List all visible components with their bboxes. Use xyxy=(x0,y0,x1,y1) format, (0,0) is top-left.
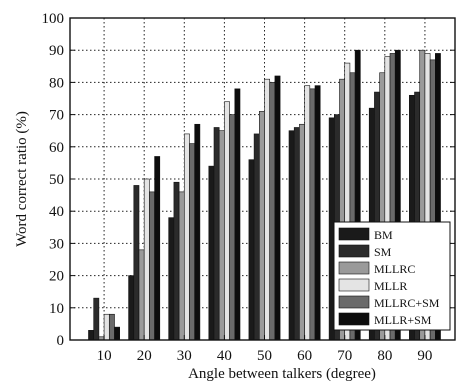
y-axis-label: Word correct ratio (%) xyxy=(14,111,30,247)
bar-mllrc-sm-30 xyxy=(189,143,195,341)
legend-swatch xyxy=(338,261,370,275)
legend-label: MLLR+SM xyxy=(374,313,432,327)
x-tick-label: 80 xyxy=(377,348,392,364)
bar-sm-40 xyxy=(213,127,220,341)
bar-mllrc-30 xyxy=(178,191,185,341)
bar-mllrc-sm-20 xyxy=(149,191,155,341)
bar-mllr-sm-30 xyxy=(194,123,201,341)
legend-label: BM xyxy=(374,228,393,242)
y-tick-label: 70 xyxy=(49,108,64,124)
y-tick-label: 40 xyxy=(49,204,64,220)
x-tick-label: 40 xyxy=(217,348,232,364)
bar-mllr-10 xyxy=(103,313,110,341)
bar-sm-20 xyxy=(133,185,140,341)
legend-label: MLLR xyxy=(374,279,407,293)
y-tick-label: 90 xyxy=(49,43,64,59)
bar-mllrc-sm-10 xyxy=(108,313,115,341)
legend-label: MLLRC xyxy=(374,262,415,276)
x-tick-label: 10 xyxy=(97,348,112,364)
bar-mllr-50 xyxy=(264,78,271,341)
bar-sm-60 xyxy=(293,127,300,341)
bar-bm-50 xyxy=(248,159,255,341)
bar-bm-60 xyxy=(288,130,295,341)
legend-swatch xyxy=(338,244,370,258)
bar-mllrc-sm-40 xyxy=(229,114,236,341)
y-tick-label: 20 xyxy=(49,269,64,285)
bar-mllrc-60 xyxy=(299,123,305,341)
bar-mllr-60 xyxy=(304,85,311,341)
y-tick-label: 60 xyxy=(49,140,64,156)
bar-mllr-20 xyxy=(143,178,150,341)
x-tick-label: 50 xyxy=(257,348,272,364)
y-tick-label: 100 xyxy=(42,11,65,27)
bar-mllrc-sm-50 xyxy=(269,82,276,341)
legend-swatch xyxy=(338,312,370,326)
bar-mllr-sm-60 xyxy=(314,85,321,341)
y-tick-label: 10 xyxy=(49,301,64,317)
legend-label: SM xyxy=(374,245,392,259)
bar-mllr-sm-50 xyxy=(274,75,281,341)
x-tick-label: 30 xyxy=(177,348,192,364)
bar-bm-20 xyxy=(128,275,135,341)
y-tick-label: 80 xyxy=(49,75,64,91)
legend-swatch xyxy=(338,295,370,309)
bar-mllr-sm-40 xyxy=(234,88,241,341)
bar-mllr-30 xyxy=(183,133,190,341)
x-tick-label: 20 xyxy=(137,348,152,364)
bar-bm-30 xyxy=(168,217,175,341)
x-tick-label: 90 xyxy=(417,348,432,364)
bar-mllr-40 xyxy=(224,101,230,341)
legend-swatch xyxy=(338,278,370,292)
bar-mllrc-50 xyxy=(259,111,265,341)
y-tick-label: 0 xyxy=(57,333,65,349)
bar-sm-50 xyxy=(253,133,260,341)
x-axis-ticks: 10 20 30 40 50 60 70 80 90 xyxy=(97,335,432,364)
legend: BM SM MLLRC MLLR MLLRC+SM MLLR+SM xyxy=(333,221,451,331)
legend-label: MLLRC+SM xyxy=(374,296,440,310)
legend-swatch xyxy=(338,227,370,241)
x-axis-label: Angle between talkers (degree) xyxy=(188,366,376,382)
bar-sm-10 xyxy=(93,297,100,341)
bar-bm-10 xyxy=(88,330,94,341)
bar-mllrc-40 xyxy=(218,130,225,341)
y-tick-label: 50 xyxy=(49,172,64,188)
x-tick-label: 60 xyxy=(297,348,312,364)
bar-mllr-sm-20 xyxy=(154,156,161,341)
bar-mllrc-sm-60 xyxy=(309,88,316,341)
bar-mllrc-20 xyxy=(138,249,145,341)
x-tick-label: 70 xyxy=(337,348,352,364)
bar-bm-40 xyxy=(208,165,215,341)
y-axis-ticks: 0 10 20 30 40 50 60 70 80 90 100 xyxy=(42,11,455,349)
y-tick-label: 30 xyxy=(49,236,64,252)
bar-sm-30 xyxy=(173,181,180,341)
bar-mllr-sm-10 xyxy=(114,326,120,341)
